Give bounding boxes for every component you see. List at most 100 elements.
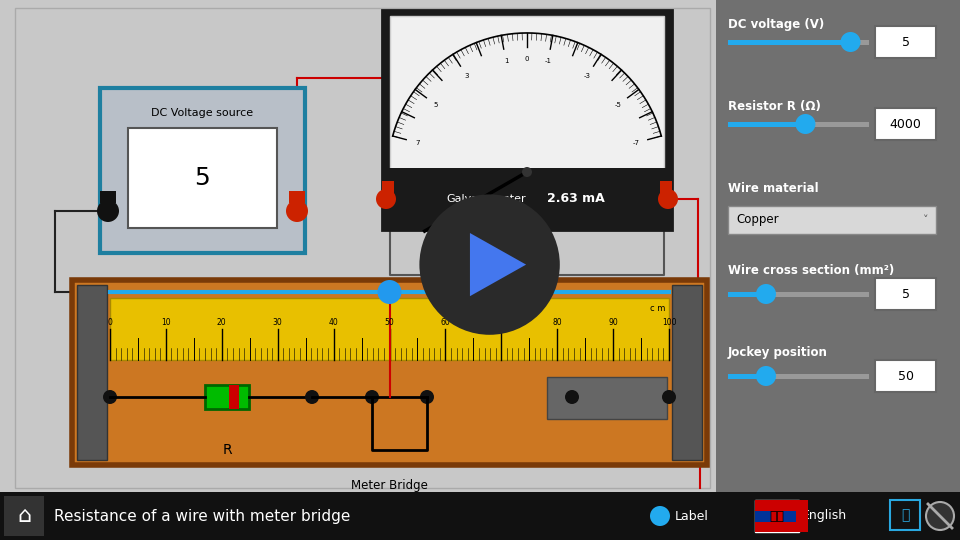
Polygon shape <box>470 233 526 296</box>
Circle shape <box>286 200 308 222</box>
Bar <box>755 500 799 511</box>
Text: 🇬🇧: 🇬🇧 <box>770 510 784 523</box>
Text: 30: 30 <box>273 318 282 327</box>
Bar <box>229 385 239 409</box>
Text: Copper: Copper <box>736 213 779 226</box>
Bar <box>128 128 277 228</box>
Bar <box>100 191 116 203</box>
Text: ⌂: ⌂ <box>17 506 31 526</box>
Text: 40: 40 <box>328 318 339 327</box>
Bar <box>382 10 672 230</box>
Bar <box>755 522 799 532</box>
Circle shape <box>796 114 815 134</box>
Circle shape <box>365 390 379 404</box>
Text: 7: 7 <box>416 140 420 146</box>
Bar <box>796 500 808 532</box>
Text: 5: 5 <box>901 287 909 300</box>
Circle shape <box>103 390 117 404</box>
Bar <box>660 181 672 193</box>
Text: Resistance of a wire with meter bridge: Resistance of a wire with meter bridge <box>54 509 350 523</box>
Text: 0: 0 <box>525 56 529 62</box>
Text: -1: -1 <box>544 58 551 64</box>
Text: 5: 5 <box>434 102 438 108</box>
Text: DC Voltage source: DC Voltage source <box>151 108 253 118</box>
Bar <box>728 122 869 127</box>
Bar <box>890 500 920 530</box>
Text: Resistor R (Ω): Resistor R (Ω) <box>728 100 821 113</box>
Circle shape <box>565 390 579 404</box>
Text: 70: 70 <box>496 318 506 327</box>
Text: -3: -3 <box>584 73 590 79</box>
Bar <box>716 0 960 492</box>
Circle shape <box>926 502 954 530</box>
Bar <box>728 374 766 379</box>
Text: -5: -5 <box>614 102 621 108</box>
Text: 2.63 mA: 2.63 mA <box>547 192 605 206</box>
Circle shape <box>756 284 776 304</box>
Text: Meter Bridge: Meter Bridge <box>350 479 427 492</box>
Text: 0: 0 <box>108 318 112 327</box>
Bar <box>382 168 672 230</box>
Text: English: English <box>802 510 847 523</box>
Text: 5: 5 <box>901 36 909 49</box>
Text: -7: -7 <box>633 140 639 146</box>
Text: 60: 60 <box>441 318 450 327</box>
Bar <box>875 360 936 392</box>
Circle shape <box>658 189 678 209</box>
Text: 4000: 4000 <box>890 118 922 131</box>
Bar <box>771 500 783 532</box>
Text: ˅: ˅ <box>923 215 928 225</box>
Circle shape <box>756 366 776 386</box>
Bar <box>77 285 107 460</box>
Bar <box>728 374 869 379</box>
Bar <box>728 122 805 127</box>
Circle shape <box>522 167 532 177</box>
Text: 90: 90 <box>609 318 618 327</box>
Bar <box>755 500 799 532</box>
Text: ⛶: ⛶ <box>900 508 909 522</box>
Bar <box>547 377 667 419</box>
Text: 50: 50 <box>898 369 914 382</box>
Text: R: R <box>222 443 231 457</box>
Circle shape <box>650 506 670 526</box>
Text: 20: 20 <box>217 318 227 327</box>
Circle shape <box>305 390 319 404</box>
Text: 3: 3 <box>465 73 469 79</box>
Bar <box>728 40 851 45</box>
Circle shape <box>841 32 860 52</box>
Bar <box>72 280 707 465</box>
Text: Wire cross section (mm²): Wire cross section (mm²) <box>728 264 895 277</box>
Text: Galvanometer: Galvanometer <box>446 194 526 204</box>
Bar <box>728 40 869 45</box>
Bar <box>755 500 799 532</box>
Circle shape <box>377 280 401 304</box>
Bar <box>875 278 936 310</box>
Bar <box>15 8 710 488</box>
Bar <box>0 492 960 540</box>
Circle shape <box>420 390 434 404</box>
Circle shape <box>420 194 560 335</box>
Bar <box>728 206 936 234</box>
Text: 1: 1 <box>504 58 508 64</box>
Bar <box>728 292 766 297</box>
Text: 5: 5 <box>194 166 210 190</box>
Bar <box>875 26 936 58</box>
Bar <box>382 181 394 193</box>
Bar <box>100 88 305 253</box>
Text: Label: Label <box>675 510 708 523</box>
Text: DC voltage (V): DC voltage (V) <box>728 18 825 31</box>
Bar <box>875 108 936 140</box>
Bar <box>289 191 305 203</box>
Circle shape <box>662 390 676 404</box>
Bar <box>110 298 669 360</box>
Bar <box>4 496 44 536</box>
Text: 80: 80 <box>552 318 562 327</box>
Bar <box>672 285 702 460</box>
Circle shape <box>97 200 119 222</box>
Text: 100: 100 <box>661 318 676 327</box>
Bar <box>390 16 664 174</box>
Text: Wire material: Wire material <box>728 182 819 195</box>
Text: 50: 50 <box>385 318 395 327</box>
Bar <box>728 292 869 297</box>
Circle shape <box>376 189 396 209</box>
